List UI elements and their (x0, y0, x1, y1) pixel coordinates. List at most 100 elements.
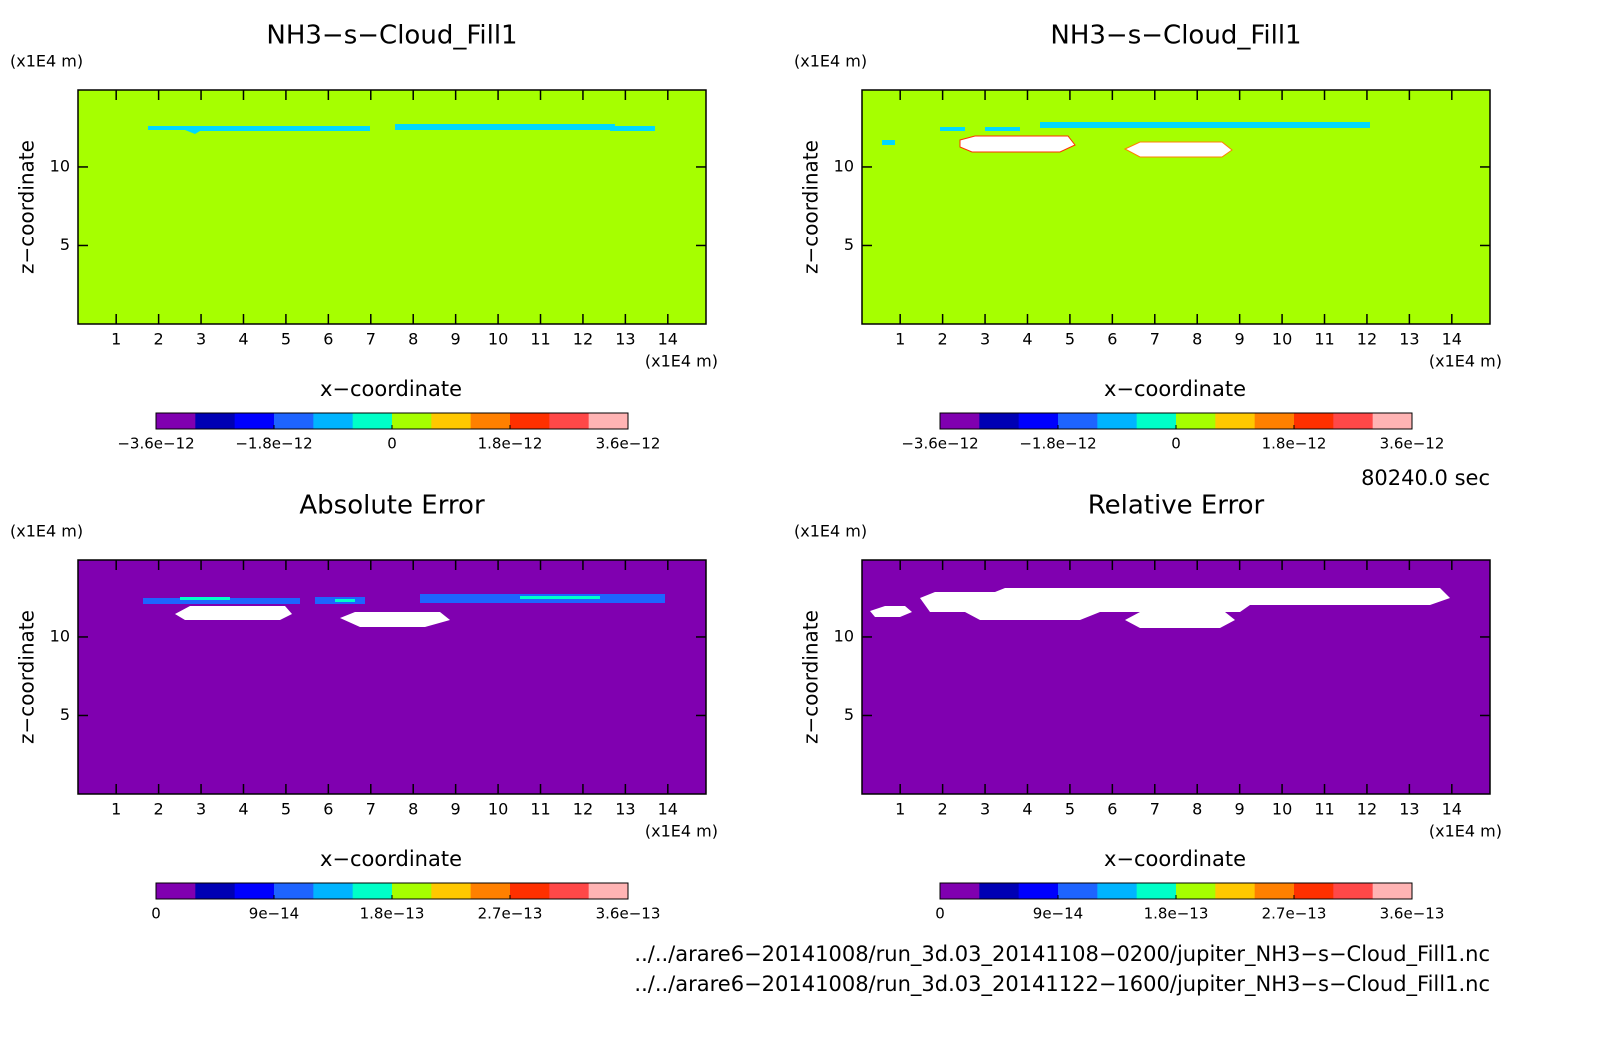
colorbar-swatch (1294, 883, 1334, 899)
colorbar-tick-label: 3.6e−12 (596, 435, 661, 453)
colorbar-swatch (1372, 413, 1413, 429)
colorbar-tick-label: 9e−14 (1033, 905, 1083, 923)
colorbar-swatch (1294, 413, 1334, 429)
x-tick-label: 7 (366, 800, 376, 819)
x-axis-label: x−coordinate (1104, 847, 1246, 871)
colorbar-swatch (392, 883, 432, 899)
colorbar-tick-label: 2.7e−13 (478, 905, 543, 923)
x-tick-label: 10 (1272, 330, 1292, 349)
x-tick-label: 6 (323, 330, 333, 349)
colorbar-tick-label: 3.6e−13 (1380, 905, 1445, 923)
colorbar-tick-label: 2.7e−13 (1262, 905, 1327, 923)
colorbar-swatch (1254, 883, 1295, 899)
plots: NH3−s−Cloud_Fill1 (x1E4 m) z−coordinate (x1… (10, 21, 1502, 923)
file-path: ../../arare6−20141008/run_3d.03_20141122… (634, 972, 1490, 997)
x-axis-label: x−coordinate (320, 377, 462, 401)
y-tick-label: 10 (50, 156, 70, 175)
x-tick-label: 7 (1150, 330, 1160, 349)
x-tick-label: 12 (1357, 800, 1377, 819)
colorbar-tick-label: 3.6e−13 (596, 905, 661, 923)
x-tick-label: 3 (980, 330, 990, 349)
colorbar-tick-label: 9e−14 (249, 905, 299, 923)
x-tick-label: 7 (366, 330, 376, 349)
x-tick-label: 5 (281, 800, 291, 819)
colorbar-swatch (510, 883, 550, 899)
x-axis-label: x−coordinate (320, 847, 462, 871)
colorbar-swatch (1018, 413, 1059, 429)
plot-frame (77, 559, 707, 795)
y-tick-label: 10 (50, 626, 70, 645)
x-tick-label: 13 (1399, 330, 1419, 349)
colorbar-swatch (1176, 413, 1216, 429)
colorbar-swatch (940, 413, 980, 429)
colorbar-swatch (940, 883, 980, 899)
colorbar-tick-label: 0 (1171, 435, 1181, 453)
colorbar-tick-label: −1.8e−12 (235, 435, 312, 453)
colorbar-tick-label: 0 (935, 905, 945, 923)
cloud-hole (870, 588, 1450, 628)
colorbar-tick-label: 0 (151, 905, 161, 923)
x-tick-label: 4 (1022, 800, 1032, 819)
x-tick-label: 2 (154, 800, 164, 819)
colorbar-swatch (549, 413, 590, 429)
colorbar-swatch (510, 413, 550, 429)
colorbar-swatch (313, 883, 354, 899)
x-tick-label: 12 (1357, 330, 1377, 349)
colorbar-swatch (352, 883, 393, 899)
x-tick-label: 5 (281, 330, 291, 349)
colorbar-swatch (431, 883, 472, 899)
x-tick-label: 1 (895, 330, 905, 349)
chart-title: NH3−s−Cloud_Fill1 (266, 21, 517, 51)
colorbar-tick-label: 1.8e−12 (1262, 435, 1327, 453)
colorbar-swatch (1097, 413, 1138, 429)
cloud-hole (1123, 141, 1233, 158)
colorbar-swatch (1372, 883, 1413, 899)
colorbar-tick-label: −1.8e−12 (1019, 435, 1096, 453)
colorbar-swatch (1097, 883, 1138, 899)
x-tick-label: 9 (451, 800, 461, 819)
colorbar-swatch (1215, 413, 1256, 429)
plot-frame (861, 89, 1491, 325)
x-tick-label: 10 (488, 800, 508, 819)
colorbar-swatch (392, 413, 432, 429)
colorbar-tick-label: −3.6e−12 (901, 435, 978, 453)
y-tick-label: 5 (60, 235, 70, 254)
colorbar-swatch (1058, 883, 1098, 899)
colorbar-swatch (195, 883, 236, 899)
x-tick-label: 8 (408, 330, 418, 349)
x-tick-label: 11 (530, 330, 550, 349)
chart-title: Relative Error (1088, 491, 1265, 521)
colorbar-swatch (195, 413, 236, 429)
colorbar-tick-label: 0 (387, 435, 397, 453)
colorbar-swatch (234, 883, 275, 899)
colorbar-tick-label: −3.6e−12 (117, 435, 194, 453)
file-path: ../../arare6−20141008/run_3d.03_20141108… (634, 942, 1490, 967)
plot-frame (861, 559, 1491, 795)
colorbar-swatch (1254, 413, 1295, 429)
cloud-hole (959, 135, 1076, 153)
x-tick-label: 4 (1022, 330, 1032, 349)
colorbar-swatch (1333, 883, 1374, 899)
y-unit: (x1E4 m) (10, 52, 83, 71)
y-axis-label: z−coordinate (799, 140, 823, 274)
x-unit: (x1E4 m) (1429, 822, 1502, 841)
x-tick-label: 10 (488, 330, 508, 349)
x-tick-label: 13 (1399, 800, 1419, 819)
colorbar-tick-label: 1.8e−13 (360, 905, 425, 923)
y-axis-label: z−coordinate (15, 140, 39, 274)
colorbar-tick-label: 3.6e−12 (1380, 435, 1445, 453)
x-tick-label: 3 (980, 800, 990, 819)
y-unit: (x1E4 m) (794, 52, 867, 71)
plot-field (862, 90, 1490, 324)
colorbar-swatch (274, 883, 314, 899)
x-tick-label: 11 (1314, 330, 1334, 349)
colorbar-swatch (431, 413, 472, 429)
colorbar-swatch (156, 883, 196, 899)
y-tick-label: 10 (834, 156, 854, 175)
x-axis-label: x−coordinate (1104, 377, 1246, 401)
y-unit: (x1E4 m) (794, 522, 867, 541)
x-tick-label: 11 (1314, 800, 1334, 819)
x-tick-label: 4 (238, 800, 248, 819)
x-tick-label: 7 (1150, 800, 1160, 819)
